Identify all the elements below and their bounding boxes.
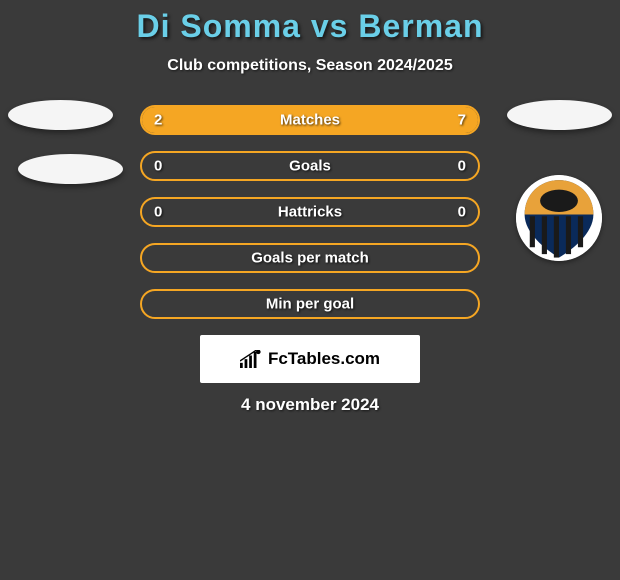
stat-fill-right [216, 107, 478, 133]
stat-label: Matches [280, 112, 340, 129]
comparison-card: Di Somma vs Berman Club competitions, Se… [0, 0, 620, 415]
chart-icon [240, 350, 262, 368]
watermark: FcTables.com [200, 335, 420, 383]
stat-row: 0 Hattricks 0 [140, 197, 480, 227]
stat-row: Goals per match [140, 243, 480, 273]
stat-value-right: 0 [458, 204, 466, 221]
stat-value-right: 0 [458, 158, 466, 175]
player2-club-badge [516, 175, 602, 261]
date-text: 4 november 2024 [0, 395, 620, 415]
stat-row: Min per goal [140, 289, 480, 319]
stat-label: Goals [289, 158, 331, 175]
player2-avatar [507, 100, 612, 130]
stat-row: 0 Goals 0 [140, 151, 480, 181]
stat-value-left: 2 [154, 112, 162, 129]
stat-label: Min per goal [266, 296, 354, 313]
stat-label: Hattricks [278, 204, 342, 221]
stat-row: 2 Matches 7 [140, 105, 480, 135]
player1-club-badge [18, 154, 123, 184]
page-subtitle: Club competitions, Season 2024/2025 [0, 57, 620, 75]
watermark-text: FcTables.com [268, 349, 380, 369]
latina-calcio-icon [516, 175, 602, 261]
stat-value-left: 0 [154, 158, 162, 175]
stat-label: Goals per match [251, 250, 369, 267]
stat-value-right: 7 [458, 112, 466, 129]
stat-value-left: 0 [154, 204, 162, 221]
page-title: Di Somma vs Berman [0, 8, 620, 45]
stats-section: 2 Matches 7 0 Goals 0 0 Hattricks 0 Goals per mat… [0, 105, 620, 319]
player1-avatar [8, 100, 113, 130]
